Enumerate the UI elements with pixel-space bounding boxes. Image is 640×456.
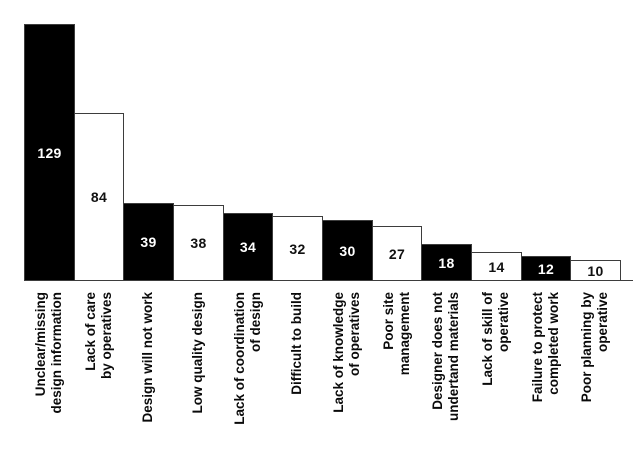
bar: 38 xyxy=(173,205,224,281)
category-label-line: Lack of coordination xyxy=(231,292,247,425)
category-label: Low quality design xyxy=(176,282,220,456)
category-label-line: Poor site xyxy=(380,292,396,350)
category-label-line: Lack of skill of xyxy=(480,292,495,386)
bar-value-label: 34 xyxy=(239,239,257,255)
category-label-line: Poor planning by xyxy=(579,292,594,403)
bar-value-label: 30 xyxy=(339,242,356,259)
category-label-line: Lack of care xyxy=(82,292,98,371)
bar-value-label: 18 xyxy=(438,254,455,271)
bar-value-label: 27 xyxy=(388,245,406,262)
category-label-line: operative xyxy=(496,292,511,353)
category-label-line: Unclear/missing xyxy=(33,292,48,397)
bar-value-label: 32 xyxy=(289,240,306,257)
bar: 27 xyxy=(372,226,422,281)
category-label: Difficult to build xyxy=(275,282,319,456)
category-label: Lack of knowledge of operatives xyxy=(325,282,369,456)
category-label: Poor site management xyxy=(375,282,419,456)
bar-value-label: 14 xyxy=(488,258,505,275)
category-label-line: management xyxy=(396,292,412,376)
bar: 12 xyxy=(521,256,571,281)
category-label-line: of operatives xyxy=(347,292,362,377)
bar-value-label: 10 xyxy=(587,262,604,279)
category-label: Design will not work xyxy=(126,282,170,456)
category-label: Designer does not undertand materials xyxy=(424,282,468,456)
category-label: Lack of coordination of design xyxy=(226,282,270,456)
category-label-line: operative xyxy=(595,292,610,353)
category-label-line: undertand materials xyxy=(446,292,461,422)
bar-value-label: 38 xyxy=(190,235,207,251)
category-label: Failure to protect completed work xyxy=(524,282,568,456)
bar: 10 xyxy=(570,260,621,281)
category-label-line: of design xyxy=(247,292,263,352)
bar: 30 xyxy=(322,220,373,281)
category-label-line: Lack of knowledge xyxy=(331,292,346,413)
bar: 34 xyxy=(223,213,273,281)
bar: 32 xyxy=(272,216,323,281)
category-label: Lack of skill of operative xyxy=(474,282,518,456)
bar-value-label: 39 xyxy=(140,234,157,250)
category-label-line: design information xyxy=(49,292,64,414)
bar: 18 xyxy=(421,244,472,281)
category-label-line: Failure to protect xyxy=(529,292,545,403)
bar-value-label: 129 xyxy=(37,144,62,161)
category-label-line: Designer does not xyxy=(430,292,445,410)
category-label: Unclear/missing design information xyxy=(27,282,71,456)
bar: 39 xyxy=(123,203,174,281)
category-label-line: Difficult to build xyxy=(289,292,304,395)
category-label: Lack of care by operatives xyxy=(77,282,121,456)
category-label: Poor planning by operative xyxy=(573,282,617,456)
category-label-line: Design will not work xyxy=(140,292,155,423)
category-label-line: by operatives xyxy=(98,292,114,380)
bar-value-label: 12 xyxy=(537,260,555,277)
bar: 129 xyxy=(24,24,75,281)
bar: 84 xyxy=(74,113,124,281)
bar-value-label: 84 xyxy=(90,189,108,205)
bar: 14 xyxy=(471,252,522,281)
category-label-line: Low quality design xyxy=(190,292,205,414)
category-label-line: completed work xyxy=(545,292,561,395)
